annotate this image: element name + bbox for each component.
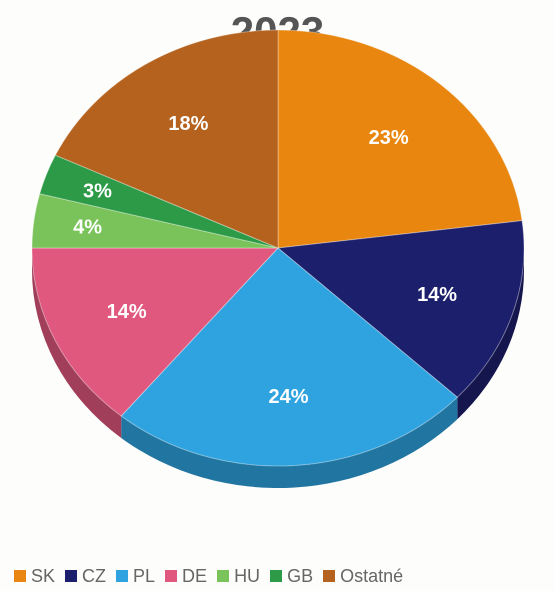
legend-label: DE <box>182 565 208 586</box>
legend-item-de: DE <box>165 566 207 587</box>
slice-cz <box>276 220 525 398</box>
legend-item-sk: SK <box>14 566 55 587</box>
value-label-cz: 14% <box>417 284 457 306</box>
slice-pl <box>120 247 459 467</box>
legend-label: PL <box>133 565 156 586</box>
legend-swatch <box>270 570 283 582</box>
legend-label: HU <box>234 565 261 586</box>
value-label-sk: 23% <box>369 127 409 149</box>
legend-swatch <box>323 570 336 582</box>
legend-swatch <box>65 570 78 582</box>
value-label-hu: 4% <box>73 217 102 239</box>
value-label-pl: 24% <box>268 386 308 408</box>
value-label-ostatné: 18% <box>168 113 208 135</box>
legend-label: CZ <box>82 565 107 586</box>
pie-slices <box>31 29 525 467</box>
legend-swatch <box>116 570 129 582</box>
pie-chart: 23% 14% 24% 14% 4% 3% 18% <box>31 29 525 488</box>
slice-sk <box>277 29 523 249</box>
slice-ostatné <box>54 29 279 249</box>
pie-value-labels: 23% 14% 24% 14% 4% 3% 18% <box>73 113 457 408</box>
legend-item-cz: CZ <box>65 566 106 587</box>
value-label-de: 14% <box>107 301 147 323</box>
legend-swatch <box>217 570 230 582</box>
legend-swatch <box>14 570 26 582</box>
legend-item-ostatné: Ostatné <box>323 566 403 587</box>
legend-item-pl: PL <box>116 566 155 587</box>
slice-side-de <box>32 248 122 438</box>
slice-hu <box>31 193 279 249</box>
legend-label: GB <box>287 565 314 586</box>
legend-label: SK <box>31 565 56 586</box>
slice-side-pl <box>121 397 458 488</box>
value-label-gb: 3% <box>83 180 112 202</box>
legend-swatch <box>165 570 178 582</box>
pie-depth <box>32 248 524 488</box>
legend-item-hu: HU <box>217 566 260 587</box>
slice-side-cz <box>457 248 524 420</box>
slice-gb <box>39 154 279 249</box>
slice-de <box>31 247 280 417</box>
legend-label: Ostatné <box>340 565 404 586</box>
legend-item-gb: GB <box>270 566 313 587</box>
legend: SK CZ PL DE HU GB Ostatné <box>0 562 555 590</box>
